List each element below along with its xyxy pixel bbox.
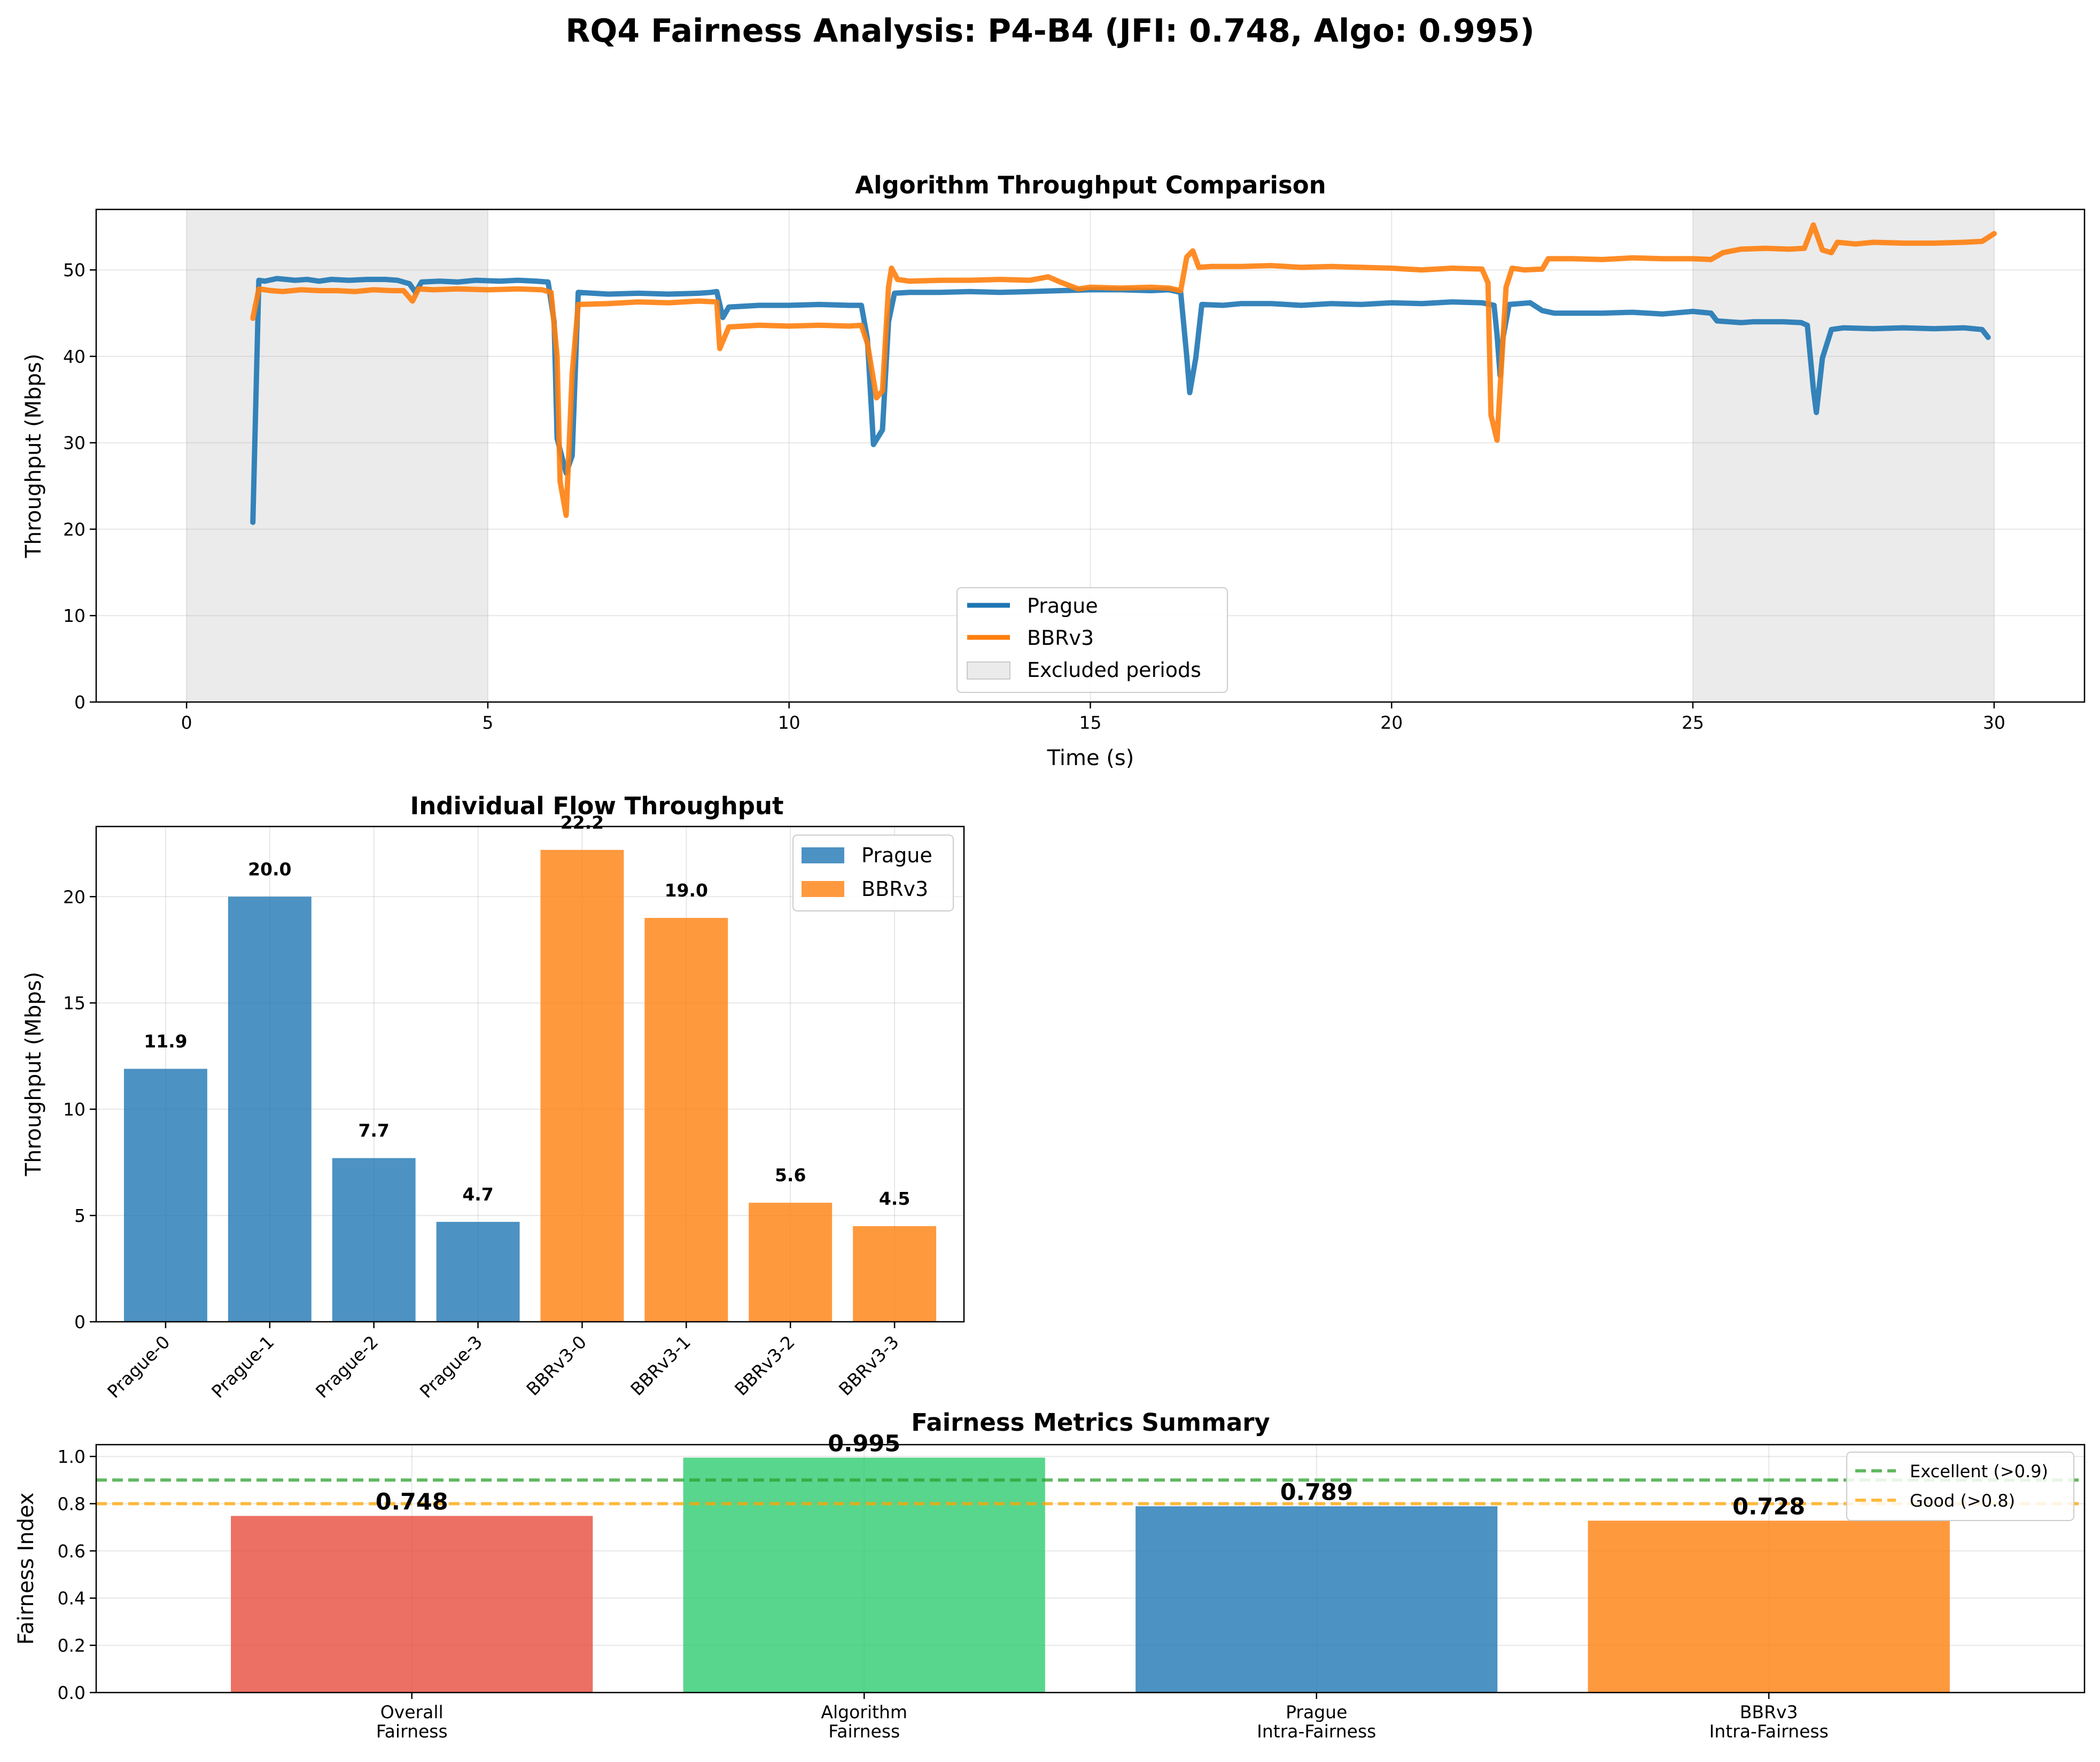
ts-y-tick-label-3: 30 bbox=[63, 433, 85, 454]
flows-y-tick-label-4: 20 bbox=[63, 886, 85, 907]
timeseries-grid bbox=[96, 209, 2085, 703]
legend-flows-bbrv3-label: BBRv3 bbox=[861, 877, 928, 901]
flow-value-label-4: 22.2 bbox=[561, 812, 604, 833]
flow-value-label-1: 20.0 bbox=[248, 859, 291, 879]
figure-suptitle: RQ4 Fairness Analysis: P4-B4 (JFI: 0.748… bbox=[565, 12, 1535, 50]
metrics-legend-box bbox=[1846, 1452, 2074, 1521]
flow-value-label-5: 19.0 bbox=[665, 880, 708, 901]
metrics-x-tick-label-2-0: Prague bbox=[1286, 1702, 1347, 1722]
flow-bar-bbrv3-1 bbox=[644, 918, 728, 1322]
metrics-reference-lines bbox=[96, 1478, 2085, 1506]
timeseries-y-ticks: 0 10 20 30 40 50 bbox=[63, 260, 96, 713]
legend-excluded-label: Excluded periods bbox=[1027, 658, 1201, 682]
metrics-x-tick-label-2-1: Intra-Fairness bbox=[1257, 1721, 1376, 1742]
timeseries-x-label: Time (s) bbox=[1047, 746, 1134, 770]
ts-x-tick-label-3: 15 bbox=[1079, 712, 1102, 733]
legend-flows-prague-label: Prague bbox=[861, 844, 932, 867]
excluded-period-1 bbox=[1693, 209, 1994, 702]
metric-bar-0 bbox=[231, 1516, 593, 1693]
flows-y-ticks: 0 5 10 15 20 bbox=[63, 886, 96, 1332]
ts-x-tick-label-4: 20 bbox=[1380, 712, 1403, 733]
metrics-y-tick-label-2: 0.4 bbox=[58, 1588, 85, 1609]
legend-excellent-label: Excellent (>0.9) bbox=[1910, 1461, 2048, 1482]
ts-x-tick-label-1: 5 bbox=[482, 712, 493, 733]
legend-flows-prague-swatch bbox=[802, 847, 844, 863]
timeseries-title: Algorithm Throughput Comparison bbox=[855, 171, 1326, 199]
flow-value-label-2: 7.7 bbox=[358, 1120, 389, 1141]
timeseries-x-ticks: 0 5 10 15 20 25 30 bbox=[181, 702, 2005, 733]
metrics-x-tick-label-3-0: BBRv3 bbox=[1740, 1702, 1798, 1722]
flow-bar-prague-0 bbox=[123, 1069, 207, 1322]
metric-value-label-1: 0.995 bbox=[828, 1430, 900, 1457]
metric-value-label-2: 0.789 bbox=[1280, 1479, 1353, 1506]
flows-y-tick-label-2: 10 bbox=[63, 1099, 85, 1120]
flow-bar-prague-1 bbox=[228, 896, 312, 1322]
metrics-y-tick-label-4: 0.8 bbox=[58, 1493, 85, 1514]
metrics-y-label: Fairness Index bbox=[14, 1492, 38, 1644]
metrics-x-ticks: OverallFairnessAlgorithmFairnessPragueIn… bbox=[376, 1693, 1829, 1742]
fairness-metrics-panel: Fairness Metrics Summary 0.748 0.995 0.789… bbox=[14, 1408, 2086, 1742]
ts-x-tick-label-6: 30 bbox=[1983, 712, 2005, 733]
flow-bar-prague-2 bbox=[332, 1158, 416, 1322]
metrics-y-tick-label-3: 0.6 bbox=[58, 1541, 85, 1562]
flows-y-tick-label-1: 5 bbox=[74, 1205, 85, 1226]
legend-excluded-swatch bbox=[967, 661, 1010, 680]
ts-y-tick-label-4: 40 bbox=[63, 346, 85, 367]
metrics-x-tick-label-3-1: Intra-Fairness bbox=[1709, 1721, 1829, 1742]
metrics-value-labels: 0.748 0.995 0.789 0.728 bbox=[376, 1430, 1806, 1520]
metrics-plot-frame bbox=[95, 1444, 2086, 1694]
flow-bar-bbrv3-0 bbox=[540, 849, 624, 1322]
metrics-y-tick-label-0: 0.0 bbox=[58, 1682, 85, 1703]
flows-y-tick-label-3: 15 bbox=[63, 993, 85, 1013]
flow-bar-bbrv3-2 bbox=[749, 1203, 833, 1322]
legend-flows-bbrv3-swatch bbox=[802, 881, 844, 897]
metrics-x-tick-label-1-0: Algorithm bbox=[821, 1702, 907, 1722]
ts-x-tick-label-2: 10 bbox=[778, 712, 800, 733]
timeseries-lines bbox=[250, 222, 1997, 525]
timeseries-legend: Prague BBRv3 Excluded periods bbox=[956, 587, 1228, 693]
flow-value-label-6: 5.6 bbox=[775, 1165, 806, 1186]
flows-bars bbox=[123, 849, 937, 1322]
ts-x-tick-label-5: 25 bbox=[1682, 712, 1704, 733]
legend-bbrv3-label: BBRv3 bbox=[1027, 626, 1094, 650]
flows-plot-frame bbox=[95, 825, 965, 1323]
legend-prague-label: Prague bbox=[1027, 594, 1098, 618]
metrics-y-ticks: 0.0 0.2 0.4 0.6 0.8 1.0 bbox=[58, 1446, 96, 1703]
metrics-x-tick-label-0-0: Overall bbox=[380, 1702, 444, 1722]
flows-value-labels: 11.9 20.0 7.7 4.7 22.2 19.0 5.6 4.5 bbox=[144, 812, 910, 1209]
timeseries-legend-box bbox=[956, 587, 1228, 693]
ts-y-tick-label-1: 10 bbox=[63, 605, 85, 626]
metrics-y-tick-label-5: 1.0 bbox=[58, 1446, 85, 1467]
flow-value-label-0: 11.9 bbox=[144, 1031, 187, 1052]
flows-title: Individual Flow Throughput bbox=[410, 792, 783, 820]
flows-legend: Prague BBRv3 bbox=[792, 835, 954, 911]
legend-good-label: Good (>0.8) bbox=[1910, 1491, 2015, 1511]
flow-bar-bbrv3-3 bbox=[853, 1226, 937, 1322]
metrics-x-tick-label-1-1: Fairness bbox=[828, 1721, 900, 1742]
metric-value-label-3: 0.728 bbox=[1732, 1493, 1805, 1520]
metric-bar-2 bbox=[1135, 1506, 1498, 1693]
metrics-x-tick-label-0-1: Fairness bbox=[376, 1721, 448, 1742]
metrics-y-tick-label-1: 0.2 bbox=[58, 1635, 85, 1656]
excluded-periods-layer bbox=[186, 209, 1994, 702]
metric-bar-1 bbox=[683, 1457, 1045, 1693]
metrics-bars bbox=[231, 1457, 1950, 1693]
metrics-title: Fairness Metrics Summary bbox=[911, 1408, 1270, 1437]
flows-y-label: Throughput (Mbps) bbox=[21, 972, 46, 1176]
ts-y-tick-label-5: 50 bbox=[63, 260, 85, 280]
flow-bar-prague-3 bbox=[436, 1222, 520, 1322]
timeseries-y-label: Throughput (Mbps) bbox=[21, 354, 46, 558]
throughput-timeseries-panel: Algorithm Throughput Comparison 0 5 10 15 20… bbox=[21, 171, 2086, 770]
flow-value-label-3: 4.7 bbox=[462, 1184, 493, 1205]
ts-y-tick-label-0: 0 bbox=[74, 692, 85, 713]
ts-x-tick-label-0: 0 bbox=[181, 712, 192, 733]
series-line-bbrv3 bbox=[250, 222, 1997, 518]
metric-bar-3 bbox=[1588, 1521, 1950, 1693]
metric-value-label-0: 0.748 bbox=[376, 1488, 448, 1515]
flow-value-label-7: 4.5 bbox=[879, 1188, 910, 1209]
metrics-legend: Excellent (>0.9) Good (>0.8) bbox=[1846, 1452, 2074, 1521]
ts-y-tick-label-2: 20 bbox=[63, 519, 85, 540]
flows-y-tick-label-0: 0 bbox=[74, 1312, 85, 1332]
